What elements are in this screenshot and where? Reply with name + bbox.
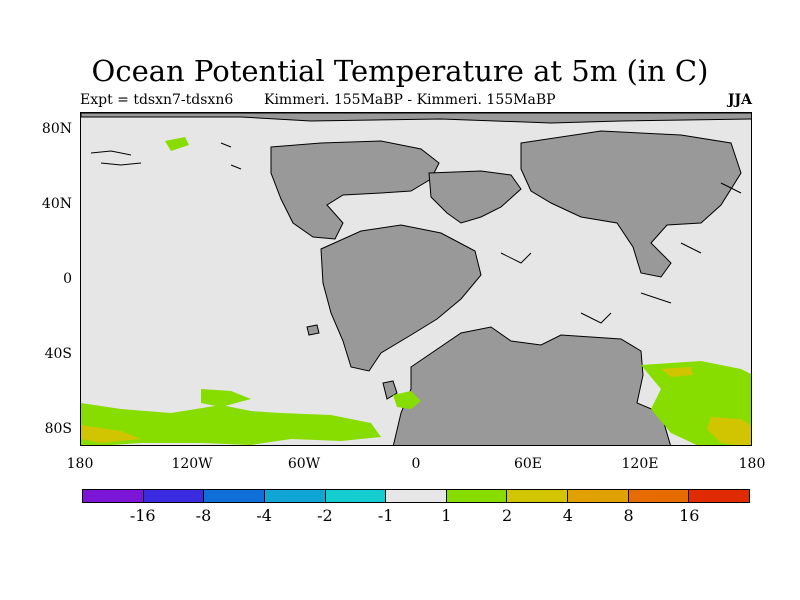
colorbar-label: 4 [562, 506, 573, 525]
anomaly-band-south-west [81, 403, 381, 445]
lat-label-40s: 40S [44, 346, 72, 362]
island-b [306, 324, 320, 336]
colorbar-swatch [446, 490, 508, 502]
colorbar-swatch [689, 490, 750, 502]
colorbar-swatch [628, 490, 690, 502]
colorbar [82, 489, 750, 503]
colorbar-label: -4 [256, 506, 272, 525]
antarctica [392, 326, 671, 445]
coastlines [90, 142, 742, 324]
lon-label-60e: 60E [513, 456, 543, 472]
eurasia [520, 130, 742, 278]
north-polar-land [81, 113, 751, 124]
colorbar-swatch [204, 490, 265, 502]
season-label: JJA [727, 92, 752, 108]
lat-label-40n: 40N [41, 196, 72, 212]
lon-label-180w: 180 [66, 456, 94, 472]
land-masses [81, 113, 751, 445]
lon-label-120e: 120E [621, 456, 659, 472]
south-america [320, 224, 482, 372]
experiment-label: Expt = tdsxn7-tdsxn6 [80, 92, 234, 108]
anomaly-patch-c [661, 367, 693, 377]
colorbar-swatch [143, 490, 205, 502]
colorbar-swatch [264, 490, 326, 502]
anomaly-patch-e [393, 391, 421, 409]
anomaly-patch-north [165, 137, 189, 151]
lat-label-0: 0 [63, 271, 72, 287]
colorbar-swatch [325, 490, 387, 502]
lon-label-0: 0 [411, 456, 421, 472]
lat-label-80s: 80S [44, 421, 72, 437]
anomaly-patch-a [201, 389, 251, 407]
colorbar-label: -2 [317, 506, 333, 525]
anomaly-patch-d [707, 417, 751, 445]
lon-label-120w: 120W [171, 456, 213, 472]
colorbar-label: -8 [195, 506, 212, 525]
colorbar-label: 16 [679, 506, 700, 525]
lon-label-180e: 180 [738, 456, 766, 472]
north-america [270, 140, 440, 240]
colorbar-label: -16 [129, 506, 156, 525]
colorbar-swatch [83, 490, 144, 502]
anomaly-patch-b [81, 425, 141, 443]
colorbar-swatch [507, 490, 569, 502]
colorbar-swatch [386, 490, 447, 502]
anomaly-fill [81, 137, 751, 445]
island-a [382, 380, 398, 400]
colorbar-swatch [568, 490, 629, 502]
africa-north [428, 170, 522, 224]
colorbar-label: -1 [377, 506, 394, 525]
lat-label-80n: 80N [41, 121, 72, 137]
colorbar-label: 8 [623, 506, 634, 525]
lon-label-60w: 60W [287, 456, 321, 472]
colorbar-label: 2 [501, 506, 513, 525]
map-title: Ocean Potential Temperature at 5m (in C) [91, 54, 709, 88]
map-svg [81, 113, 751, 445]
map-panel [80, 112, 752, 446]
colorbar-label: 1 [441, 506, 452, 525]
cases-label: Kimmeri. 155MaBP - Kimmeri. 155MaBP [264, 92, 556, 108]
